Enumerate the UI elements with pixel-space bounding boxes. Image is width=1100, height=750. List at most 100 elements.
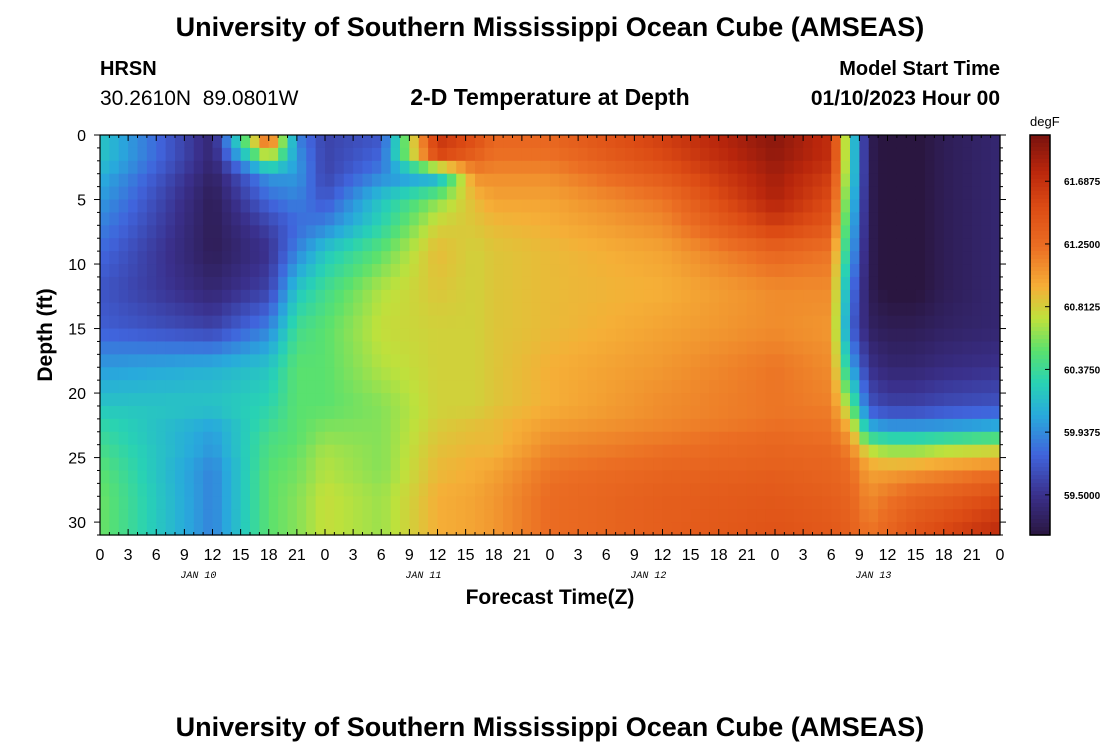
heatmap-cell [184,173,195,188]
heatmap-cell [484,160,495,175]
heatmap-cell [690,431,701,446]
heatmap-cell [315,328,326,343]
heatmap-cell [521,238,532,252]
heatmap-cell [231,315,242,330]
heatmap-cell [296,186,307,201]
heatmap-cell [812,302,823,317]
heatmap-cell [812,264,823,278]
heatmap-cell [915,457,926,472]
heatmap-cell [943,354,954,368]
heatmap-cell [437,186,448,201]
heatmap-cell [803,276,814,291]
heatmap-cell [475,405,485,420]
heatmap-cell [915,173,926,188]
heatmap-cell [578,367,589,381]
heatmap-cell [353,496,364,510]
heatmap-cell [868,509,879,523]
heatmap-cell [971,251,982,265]
heatmap-cell [690,367,701,381]
x-tick-label: 18 [260,547,278,564]
heatmap-cell [503,264,514,278]
heatmap-cell [268,251,279,265]
heatmap-cell [456,225,467,239]
heatmap-cell [353,380,364,394]
heatmap-cell [709,276,720,291]
heatmap-cell [971,212,982,226]
heatmap-cell [315,186,326,201]
colorbar-segment [1030,319,1050,324]
heatmap-cell [221,302,232,317]
heatmap-cell [100,212,110,226]
heatmap-cell [437,135,448,149]
heatmap-cell [850,238,860,252]
heatmap-cell [934,431,945,446]
heatmap-cell [625,405,635,420]
heatmap-cell [765,302,776,317]
heatmap-cell [690,173,701,188]
heatmap-cell [690,264,701,278]
heatmap-cell [353,276,364,291]
heatmap-cell [896,431,907,446]
heatmap-cell [681,393,692,407]
heatmap-cell [756,302,767,317]
heatmap-cell [250,225,260,239]
station-location: 30.2610N 89.0801W [100,87,299,110]
heatmap-cell [146,509,157,523]
heatmap-cell [756,225,767,239]
heatmap-cell [625,147,635,162]
heatmap-cell [906,225,917,239]
heatmap-cell [306,405,317,420]
heatmap-cell [756,496,767,510]
heatmap-cell [596,457,607,472]
heatmap-cell [465,393,476,407]
heatmap-cell [821,147,832,162]
heatmap-cell [343,264,354,278]
heatmap-cell [690,186,701,201]
heatmap-cell [887,470,898,484]
heatmap-cell [437,199,448,214]
heatmap-cell [278,393,289,407]
heatmap-cell [437,418,448,433]
heatmap-cell [821,405,832,420]
heatmap-cell [662,418,673,433]
heatmap-cell [559,431,570,446]
heatmap-cell [334,522,345,536]
heatmap-cell [953,380,964,394]
heatmap-cell [803,186,814,201]
colorbar-segment [1030,487,1050,492]
heatmap-cell [906,186,917,201]
heatmap-cell [681,199,692,214]
heatmap-cell [456,264,467,278]
heatmap-cell [418,418,429,433]
heatmap-cell [765,147,776,162]
heatmap-cell [325,457,335,472]
heatmap-cell [821,251,832,265]
heatmap-cell [371,173,382,188]
heatmap-cell [765,173,776,188]
heatmap-cell [615,238,626,252]
heatmap-cell [671,225,682,239]
heatmap-cell [981,509,992,523]
heatmap-cell [700,315,710,330]
heatmap-cell [465,328,476,343]
heatmap-cell [756,418,767,433]
heatmap-cell [887,393,898,407]
heatmap-cell [831,315,842,330]
heatmap-cell [493,496,504,510]
heatmap-cell [728,354,739,368]
heatmap-cell [100,302,110,317]
heatmap-cell [109,367,120,381]
heatmap-cell [540,393,551,407]
heatmap-cell [409,315,420,330]
heatmap-cell [221,405,232,420]
heatmap-cell [756,186,767,201]
heatmap-cell [878,380,889,394]
heatmap-cell [653,302,664,317]
heatmap-cell [128,289,139,304]
heatmap-cell [315,405,326,420]
heatmap-cell [887,289,898,304]
heatmap-cell [315,238,326,252]
heatmap-cell [643,418,654,433]
heatmap-cell [896,328,907,343]
heatmap-cell [268,367,279,381]
